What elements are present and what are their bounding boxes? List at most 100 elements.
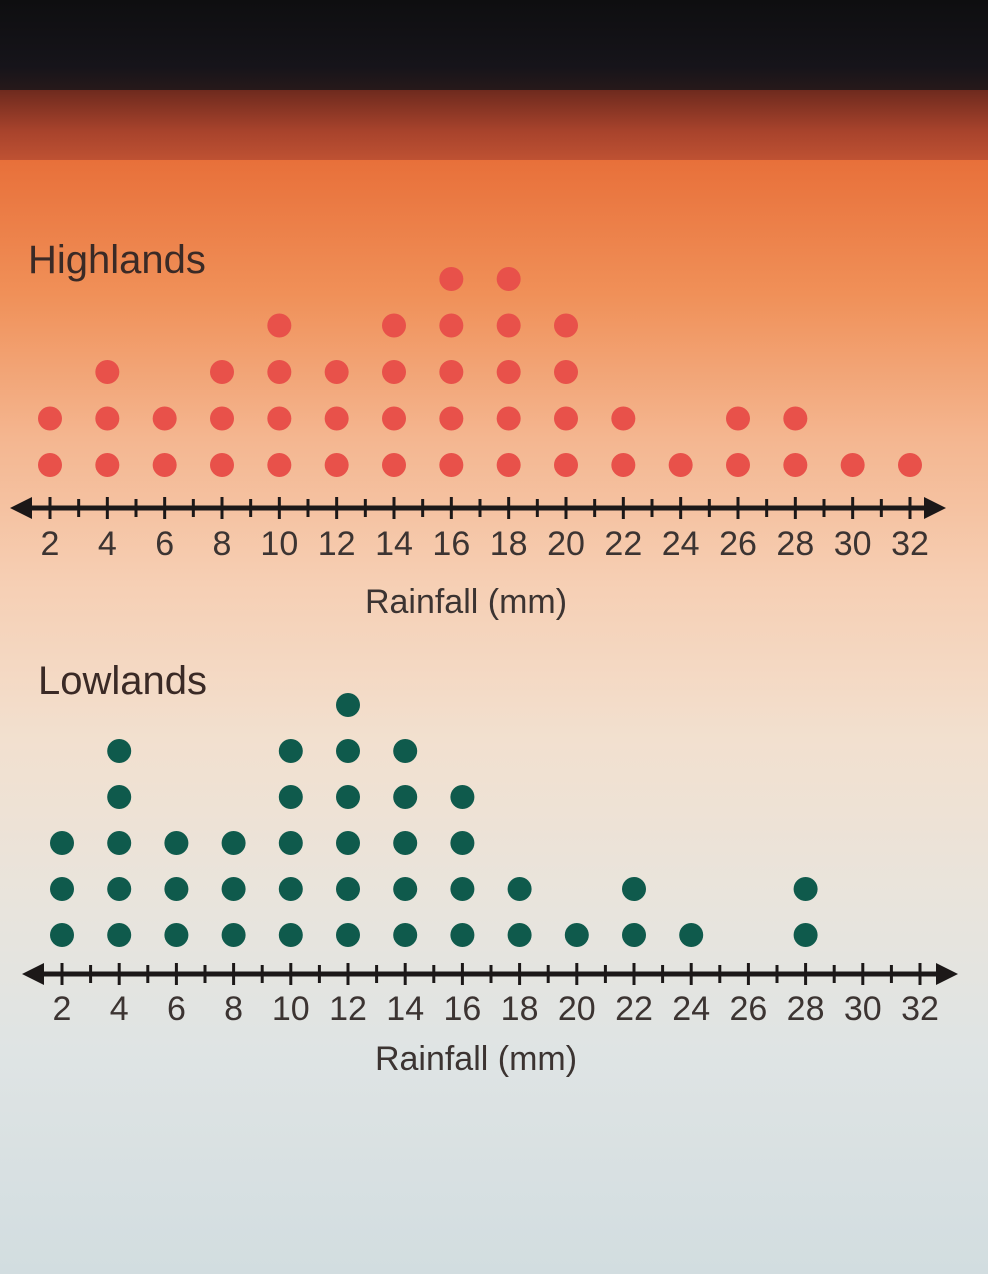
highlands-dot-28-1 — [783, 453, 808, 477]
lowlands-dot-12-3 — [336, 831, 360, 855]
highlands-tick-label-12: 12 — [318, 525, 356, 563]
highlands-tick-label-24: 24 — [662, 525, 700, 563]
highlands-dot-20-4 — [554, 313, 578, 338]
lowlands-dot-14-1 — [393, 923, 418, 947]
lowlands-dot-2-2 — [50, 877, 74, 901]
highlands-dot-14-4 — [382, 313, 406, 338]
highlands-tick-label-2: 2 — [41, 525, 60, 563]
highlands-dot-22-2 — [611, 406, 636, 431]
highlands-dot-12-3 — [324, 360, 349, 384]
highlands-dot-16-5 — [439, 267, 464, 291]
highlands-dot-26-2 — [726, 406, 750, 431]
highlands-dot-plot: Highlands 2 4 6 8 10 12 14 16 18 20 22 24 26 28 30 32 R… — [10, 238, 946, 621]
highlands-dot-8-3 — [210, 360, 234, 384]
lowlands-dot-12-5 — [336, 739, 360, 763]
highlands-tick-label-30: 30 — [834, 525, 872, 563]
highlands-dot-10-3 — [267, 360, 292, 384]
lowlands-dot-22-2 — [622, 877, 646, 901]
highlands-dot-16-3 — [439, 360, 464, 384]
highlands-dot-16-4 — [439, 313, 464, 338]
highlands-dot-10-2 — [267, 406, 292, 431]
lowlands-dot-16-1 — [450, 923, 475, 947]
lowlands-tick-label-22: 22 — [615, 990, 653, 1028]
lowlands-dot-8-2 — [221, 877, 246, 901]
highlands-title: Highlands — [28, 238, 206, 282]
highlands-dots — [38, 267, 922, 477]
highlands-dot-16-1 — [439, 453, 464, 477]
highlands-tick-label-10: 10 — [260, 525, 298, 563]
highlands-tick-label-6: 6 — [155, 525, 174, 563]
lowlands-tick-label-4: 4 — [110, 990, 129, 1028]
lowlands-dot-18-1 — [507, 923, 532, 947]
highlands-dot-20-2 — [554, 406, 578, 431]
highlands-dot-4-2 — [95, 406, 120, 431]
highlands-dot-12-2 — [324, 406, 349, 431]
lowlands-dot-12-4 — [336, 785, 360, 809]
highlands-tick-label-26: 26 — [719, 525, 757, 563]
highlands-dot-6-2 — [152, 406, 177, 431]
lowlands-tick-label-16: 16 — [443, 990, 481, 1028]
highlands-ticks — [48, 497, 912, 519]
highlands-dot-18-4 — [496, 313, 521, 338]
lowlands-dot-28-1 — [793, 923, 818, 947]
highlands-dot-10-1 — [267, 453, 292, 477]
highlands-tick-label-18: 18 — [490, 525, 528, 563]
lowlands-tick-label-20: 20 — [558, 990, 596, 1028]
highlands-dot-22-1 — [611, 453, 636, 477]
highlands-dot-6-1 — [152, 453, 177, 477]
highlands-dot-14-2 — [382, 406, 406, 431]
lowlands-tick-label-6: 6 — [167, 990, 186, 1028]
screen-area — [0, 160, 988, 1274]
highlands-dot-2-1 — [38, 453, 62, 477]
lowlands-tick-label-2: 2 — [53, 990, 72, 1028]
lowlands-dot-12-6 — [336, 693, 360, 717]
lowlands-dot-16-3 — [450, 831, 475, 855]
highlands-tick-label-4: 4 — [98, 525, 117, 563]
lowlands-x-axis-title: Rainfall (mm) — [375, 1040, 577, 1078]
highlands-dot-20-3 — [554, 360, 578, 384]
lowlands-dot-4-2 — [107, 877, 132, 901]
highlands-dot-14-1 — [382, 453, 406, 477]
lowlands-dot-10-1 — [278, 923, 303, 947]
lowlands-dot-10-2 — [278, 877, 303, 901]
lowlands-dot-4-1 — [107, 923, 132, 947]
highlands-dot-10-4 — [267, 313, 292, 338]
lowlands-tick-label-24: 24 — [672, 990, 710, 1028]
lowlands-dot-14-2 — [393, 877, 418, 901]
lowlands-dot-14-5 — [393, 739, 418, 763]
highlands-dot-8-1 — [210, 453, 234, 477]
lowlands-dot-10-5 — [278, 739, 303, 763]
highlands-dot-8-2 — [210, 406, 234, 431]
lowlands-dot-16-2 — [450, 877, 475, 901]
lowlands-dot-22-1 — [622, 923, 646, 947]
lowlands-dot-14-4 — [393, 785, 418, 809]
lowlands-ticks — [60, 963, 922, 985]
highlands-dot-4-3 — [95, 360, 120, 384]
highlands-dot-4-1 — [95, 453, 120, 477]
lowlands-dot-6-2 — [164, 877, 189, 901]
highlands-dot-18-5 — [496, 267, 521, 291]
lowlands-dot-18-2 — [507, 877, 532, 901]
lowlands-dot-6-3 — [164, 831, 189, 855]
lowlands-title: Lowlands — [38, 659, 207, 703]
lowlands-dot-14-3 — [393, 831, 418, 855]
lowlands-tick-label-10: 10 — [272, 990, 310, 1028]
lowlands-tick-label-30: 30 — [844, 990, 882, 1028]
highlands-tick-label-22: 22 — [604, 525, 642, 563]
highlands-number-line — [10, 497, 946, 519]
highlands-right-arrow — [924, 497, 946, 519]
lowlands-left-arrow — [22, 963, 44, 985]
highlands-tick-label-16: 16 — [432, 525, 470, 563]
highlands-x-axis-title: Rainfall (mm) — [365, 583, 567, 621]
lowlands-dots — [50, 693, 818, 947]
lowlands-tick-label-32: 32 — [901, 990, 939, 1028]
lowlands-tick-label-28: 28 — [787, 990, 825, 1028]
lowlands-dot-4-5 — [107, 739, 132, 763]
lowlands-dot-10-4 — [278, 785, 303, 809]
lowlands-dot-4-4 — [107, 785, 132, 809]
lowlands-dot-plot: Lowlands 2 4 6 8 10 12 14 16 18 20 22 24 26 28 30 32 Ra… — [22, 659, 958, 1078]
lowlands-tick-label-26: 26 — [729, 990, 767, 1028]
highlands-dot-16-2 — [439, 406, 464, 431]
lowlands-dot-6-1 — [164, 923, 189, 947]
highlands-dot-14-3 — [382, 360, 406, 384]
